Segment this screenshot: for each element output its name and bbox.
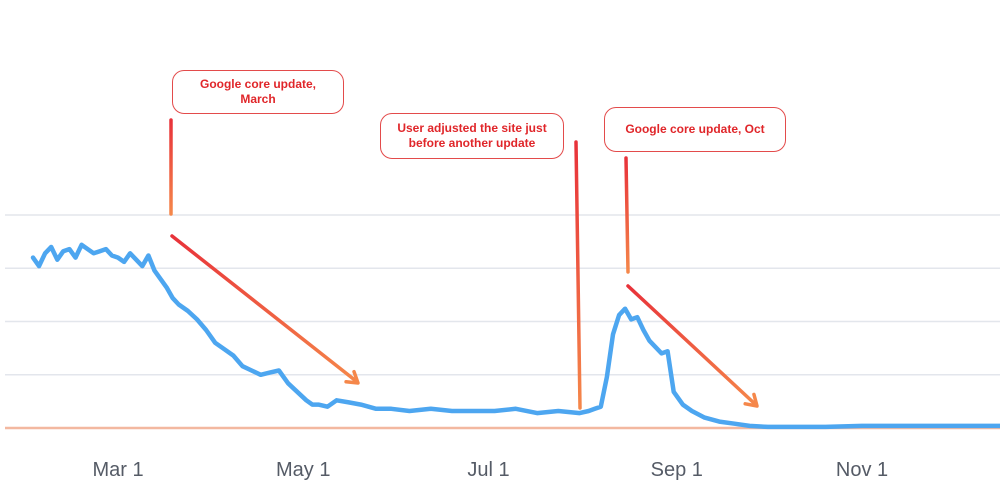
oct-decline-arrowhead	[743, 392, 759, 408]
annotation-user-adjusted: User adjusted the site just before anoth…	[380, 113, 564, 159]
user-connector	[574, 140, 582, 410]
traffic-series-line	[30, 242, 1000, 430]
oct-decline-arrow	[626, 284, 757, 406]
annotation-march-update: Google core update, March	[172, 70, 344, 114]
x-tick-label: Jul 1	[467, 459, 509, 481]
grid-lines	[5, 214, 1000, 376]
x-tick-label: Sep 1	[651, 459, 703, 481]
annotation-oct-update: Google core update, Oct	[604, 107, 786, 152]
oct-connector	[624, 156, 630, 274]
x-axis-ticks: Mar 1 May 1 Jul 1 Sep 1 Nov 1	[92, 459, 888, 481]
annotation-arrows	[169, 118, 759, 410]
march-decline-arrowhead	[344, 369, 360, 385]
x-tick-label: Nov 1	[836, 459, 888, 481]
x-tick-label: Mar 1	[92, 459, 143, 481]
march-decline-arrow	[170, 234, 358, 383]
x-tick-label: May 1	[276, 459, 330, 481]
